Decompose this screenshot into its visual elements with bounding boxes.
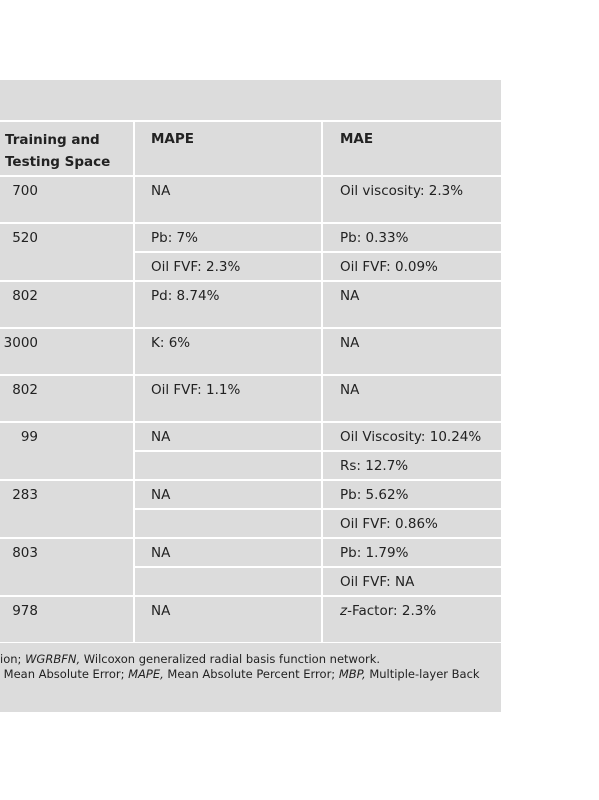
cell [135, 423, 321, 450]
mape-value: Pd: 8.74% [151, 288, 220, 304]
cell [135, 452, 321, 479]
footnote-text: Wilcoxon generalized radial basis functi… [80, 652, 381, 666]
mae-value: Pb: 0.33% [340, 230, 409, 246]
mape-value: K: 6% [151, 335, 191, 351]
cell [135, 177, 321, 222]
cell [135, 329, 321, 374]
cell [0, 481, 133, 537]
cell [0, 329, 133, 374]
text: -Factor: 2.3% [347, 603, 437, 619]
footnote-text: Mean Absolute Error; [0, 667, 129, 681]
header-cell [0, 122, 133, 175]
mape-value: Pb: 7% [151, 230, 198, 246]
cell [135, 253, 321, 280]
mae-value: Oil viscosity: 2.3% [340, 183, 464, 199]
footnote-band [0, 643, 501, 712]
cell [323, 510, 501, 537]
italic-text: z [340, 603, 348, 619]
cell [135, 481, 321, 508]
mae-value: Oil FVF: 0.86% [340, 516, 438, 532]
cell [323, 177, 501, 222]
mape-value: NA [151, 603, 171, 619]
header-text: Training and Testing Space [5, 132, 111, 170]
cell [323, 568, 501, 595]
mape-value: Oil FVF: 1.1% [151, 382, 241, 398]
space-value: 978 [12, 603, 38, 619]
cell [0, 597, 133, 642]
footnote-text: ion; [0, 652, 26, 666]
cell [323, 376, 501, 421]
space-value: 283 [12, 487, 38, 503]
header-cell [135, 122, 321, 175]
mae-value: Oil FVF: 0.09% [340, 259, 438, 275]
header-cell [323, 122, 501, 175]
cell [323, 452, 501, 479]
cell [0, 177, 133, 222]
space-value: 802 [12, 382, 38, 398]
mae-value: Oil Viscosity: 10.24% [340, 429, 482, 445]
cell [323, 329, 501, 374]
footnote-abbr: MAPE, [128, 667, 164, 681]
space-value: 803 [12, 545, 38, 561]
cell [0, 539, 133, 595]
cell [323, 597, 501, 642]
footnote-text: Multiple-layer Back [365, 667, 480, 681]
space-value: 99 [20, 429, 38, 445]
header-text: MAPE [151, 131, 194, 147]
mape-value: NA [151, 429, 171, 445]
cell [323, 282, 501, 327]
cell [0, 224, 133, 280]
cell [135, 597, 321, 642]
footnote-text: Mean Absolute Percent Error; [163, 667, 339, 681]
space-value: 700 [12, 183, 38, 199]
mae-value: NA [340, 382, 360, 398]
mae-value: Rs: 12.7% [340, 458, 409, 474]
cell [323, 253, 501, 280]
cell [135, 510, 321, 537]
mape-value: NA [151, 487, 171, 503]
mae-value: Pb: 5.62% [340, 487, 409, 503]
header-text: MAE [340, 131, 374, 147]
footnote-abbr: WGRBFN, [25, 652, 81, 666]
title-band [0, 80, 501, 120]
cell [323, 423, 501, 450]
cell [0, 376, 133, 421]
cell [135, 539, 321, 566]
mae-value: Pb: 1.79% [340, 545, 409, 561]
cell [135, 568, 321, 595]
space-value: 520 [12, 230, 38, 246]
cell [323, 224, 501, 251]
footnote-abbr: MBP, [338, 667, 366, 681]
cell [323, 539, 501, 566]
footnote: ion; WGRBFN, Wilcoxon generalized radial… [0, 652, 380, 666]
mape-value: NA [151, 545, 171, 561]
cell [135, 376, 321, 421]
mae-value: NA [340, 288, 360, 304]
mae-value: NA [340, 335, 360, 351]
cell [0, 423, 133, 479]
cell [135, 224, 321, 251]
mape-value: NA [151, 183, 171, 199]
mae-value: z-Factor: 2.3% [340, 601, 436, 621]
cell [0, 282, 133, 327]
space-value: 3000 [3, 335, 38, 351]
space-value: 802 [12, 288, 38, 304]
cell [323, 481, 501, 508]
mae-value: Oil FVF: NA [340, 574, 415, 590]
footnote: Mean Absolute Error; MAPE, Mean Absolute… [0, 667, 480, 681]
cell [135, 282, 321, 327]
mape-value: Oil FVF: 2.3% [151, 259, 241, 275]
